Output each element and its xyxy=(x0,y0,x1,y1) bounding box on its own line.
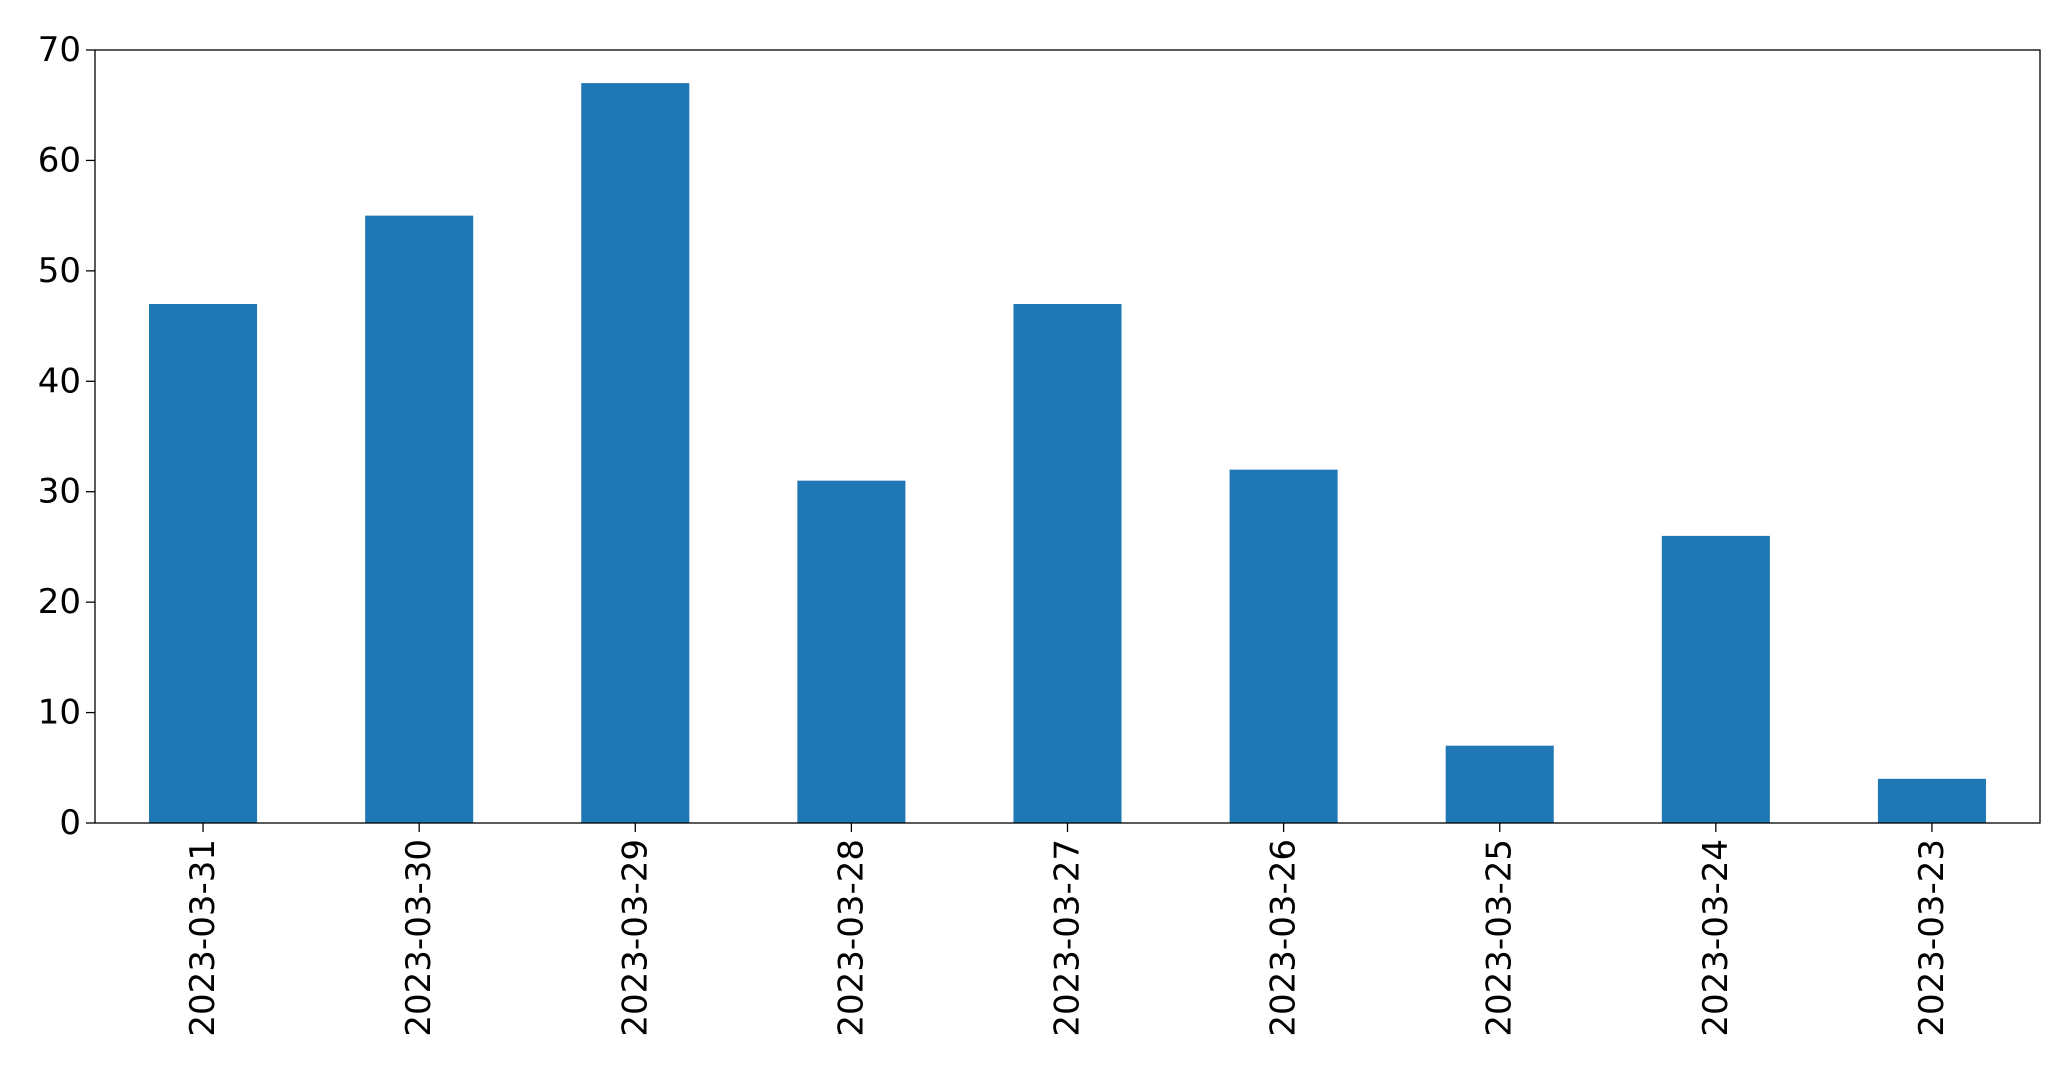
x-tick-label: 2023-03-26 xyxy=(1264,839,1304,1037)
y-tick-label: 40 xyxy=(38,361,81,401)
y-tick-label: 70 xyxy=(38,30,81,70)
bar-2023-03-31 xyxy=(149,303,258,823)
y-axis: 0 10 20 30 40 50 60 70 xyxy=(38,30,95,843)
x-tick-label: 2023-03-28 xyxy=(831,839,871,1037)
bar-2023-03-26 xyxy=(1229,469,1338,823)
x-axis: 2023-03-31 2023-03-30 2023-03-29 2023-03-28… xyxy=(183,823,1952,1037)
bar-2023-03-27 xyxy=(1013,303,1122,823)
y-tick-label: 10 xyxy=(38,693,81,733)
bar-2023-03-23 xyxy=(1877,778,1986,823)
bar-2023-03-30 xyxy=(365,215,474,824)
x-tick-label: 2023-03-30 xyxy=(399,839,439,1037)
x-tick-label: 2023-03-31 xyxy=(183,839,223,1037)
bar-2023-03-29 xyxy=(581,83,690,824)
y-tick-label: 30 xyxy=(38,472,81,512)
y-tick-label: 0 xyxy=(59,803,81,843)
x-tick-label: 2023-03-27 xyxy=(1048,839,1088,1037)
y-tick-label: 20 xyxy=(38,582,81,622)
x-tick-label: 2023-03-25 xyxy=(1480,839,1520,1037)
x-tick-label: 2023-03-23 xyxy=(1912,839,1952,1037)
bar-2023-03-25 xyxy=(1445,745,1554,823)
y-tick-label: 60 xyxy=(38,140,81,180)
x-tick-label: 2023-03-24 xyxy=(1696,839,1736,1037)
bars-layer xyxy=(149,83,1986,824)
bar-2023-03-28 xyxy=(797,480,906,823)
x-tick-label: 2023-03-29 xyxy=(615,839,655,1037)
bar-2023-03-24 xyxy=(1661,535,1770,823)
y-tick-label: 50 xyxy=(38,251,81,291)
